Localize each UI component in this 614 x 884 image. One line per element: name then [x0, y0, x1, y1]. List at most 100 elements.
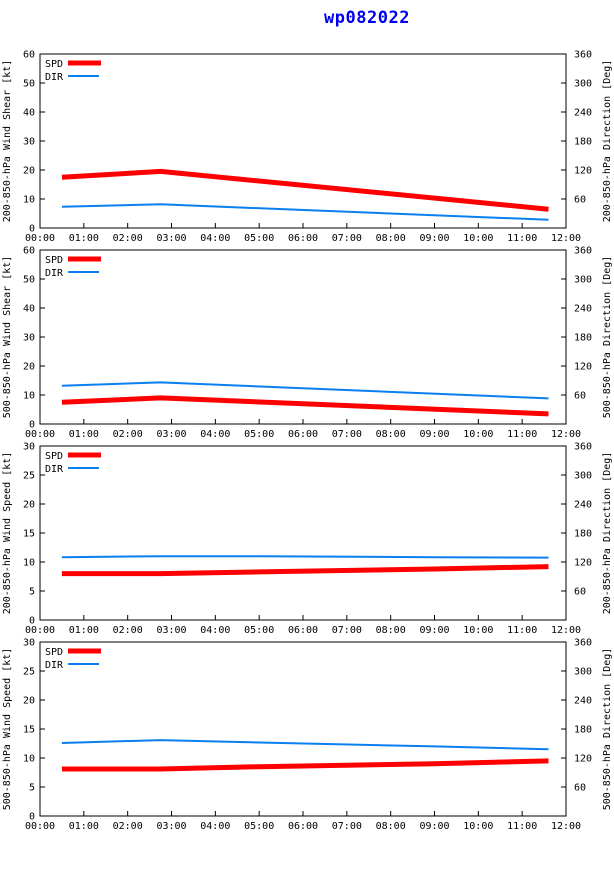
- x-tick-label: 09:00: [419, 625, 449, 636]
- panel-1: 0 10 20 30 40 50 60 60 120 180 240 300 360 00:00 01:00…: [2, 50, 613, 245]
- y-tick-label: 25: [23, 471, 35, 482]
- y2-tick-label: 240: [574, 696, 592, 707]
- spd-series-line: [61, 758, 549, 772]
- y2-tick-label: 60: [574, 391, 586, 402]
- legend-dir-label: DIR: [45, 268, 64, 279]
- y-tick-label: 5: [29, 587, 35, 598]
- y2-axis-label: 500-850-hPa Direction [Deg]: [602, 256, 613, 419]
- x-tick-label: 06:00: [288, 625, 318, 636]
- x-tick-label: 05:00: [244, 429, 274, 440]
- y-tick-label: 15: [23, 725, 35, 736]
- y-tick-label: 50: [23, 79, 35, 90]
- y-tick-label: 0: [29, 616, 35, 627]
- x-tick-label: 00:00: [25, 821, 55, 832]
- y-tick-label: 0: [29, 224, 35, 235]
- x-tick-label: 12:00: [551, 625, 581, 636]
- y-tick-label: 0: [29, 812, 35, 823]
- dir-series-line: [61, 381, 549, 400]
- spd-series-line: [61, 564, 549, 577]
- x-tick-label: 07:00: [332, 429, 362, 440]
- chart-title: wp082022: [324, 8, 410, 28]
- y2-tick-label: 300: [574, 79, 592, 90]
- panel-4: 0 5 10 15 20 25 30 60 120 180 240 300 360 00:00 01:00 0…: [2, 638, 613, 833]
- y-tick-label: 30: [23, 638, 35, 649]
- y2-tick-label: 240: [574, 108, 592, 119]
- y-axis-label: 500-850-hPa Wind Speed [kt]: [2, 648, 13, 811]
- y2-tick-label: 180: [574, 529, 592, 540]
- x-tick-label: 07:00: [332, 233, 362, 244]
- y2-tick-label: 120: [574, 166, 592, 177]
- y2-tick-label: 180: [574, 137, 592, 148]
- x-tick-label: 07:00: [332, 625, 362, 636]
- y2-axis-label: 200-850-hPa Direction [Deg]: [602, 452, 613, 615]
- dir-series-line: [61, 203, 549, 221]
- y2-axis-label: 200-850-hPa Direction [Deg]: [602, 60, 613, 223]
- x-tick-label: 06:00: [288, 233, 318, 244]
- y2-tick-label: 300: [574, 667, 592, 678]
- y-tick-label: 60: [23, 50, 35, 61]
- x-tick-label: 09:00: [419, 821, 449, 832]
- y-tick-label: 40: [23, 108, 35, 119]
- y-tick-label: 10: [23, 558, 35, 569]
- y-tick-label: 60: [23, 246, 35, 257]
- legend-spd-label: SPD: [45, 255, 63, 266]
- x-tick-label: 12:00: [551, 429, 581, 440]
- y-axis-label: 200-850-hPa Wind Shear [kt]: [2, 60, 13, 223]
- x-tick-label: 10:00: [463, 821, 493, 832]
- legend-spd-label: SPD: [45, 59, 63, 70]
- x-tick-label: 00:00: [25, 429, 55, 440]
- y2-tick-label: 360: [574, 638, 592, 649]
- x-tick-label: 00:00: [25, 625, 55, 636]
- y-tick-label: 40: [23, 304, 35, 315]
- x-tick-label: 02:00: [113, 429, 143, 440]
- y-axis-label: 500-850-hPa Wind Shear [kt]: [2, 256, 13, 419]
- y2-tick-label: 120: [574, 362, 592, 373]
- x-tick-label: 03:00: [156, 233, 186, 244]
- y-tick-label: 30: [23, 333, 35, 344]
- x-tick-label: 03:00: [156, 625, 186, 636]
- y-tick-label: 15: [23, 529, 35, 540]
- x-tick-label: 11:00: [507, 625, 537, 636]
- x-tick-label: 01:00: [69, 233, 99, 244]
- y2-tick-label: 180: [574, 333, 592, 344]
- y-tick-label: 30: [23, 137, 35, 148]
- x-tick-label: 12:00: [551, 233, 581, 244]
- x-tick-label: 08:00: [376, 233, 406, 244]
- y2-tick-label: 240: [574, 500, 592, 511]
- plot-frame: [39, 641, 567, 817]
- x-tick-label: 02:00: [113, 233, 143, 244]
- y-tick-label: 20: [23, 500, 35, 511]
- y-tick-label: 5: [29, 783, 35, 794]
- y2-tick-label: 120: [574, 754, 592, 765]
- x-tick-label: 04:00: [200, 429, 230, 440]
- x-tick-label: 11:00: [507, 233, 537, 244]
- x-tick-label: 11:00: [507, 821, 537, 832]
- x-tick-label: 08:00: [376, 429, 406, 440]
- y2-tick-label: 60: [574, 587, 586, 598]
- x-tick-label: 09:00: [419, 429, 449, 440]
- x-tick-label: 02:00: [113, 625, 143, 636]
- y-tick-label: 10: [23, 391, 35, 402]
- spd-series-line: [61, 168, 549, 212]
- x-tick-label: 02:00: [113, 821, 143, 832]
- x-tick-label: 01:00: [69, 429, 99, 440]
- legend-spd-label: SPD: [45, 451, 63, 462]
- x-tick-label: 05:00: [244, 821, 274, 832]
- y2-axis-label: 500-850-hPa Direction [Deg]: [602, 648, 613, 811]
- x-tick-label: 08:00: [376, 821, 406, 832]
- y-tick-label: 0: [29, 420, 35, 431]
- y-tick-label: 20: [23, 166, 35, 177]
- x-tick-label: 00:00: [25, 233, 55, 244]
- x-tick-label: 09:00: [419, 233, 449, 244]
- x-tick-label: 03:00: [156, 429, 186, 440]
- x-tick-label: 01:00: [69, 821, 99, 832]
- y-tick-label: 50: [23, 275, 35, 286]
- y-tick-label: 10: [23, 754, 35, 765]
- x-tick-label: 07:00: [332, 821, 362, 832]
- y-tick-label: 20: [23, 696, 35, 707]
- x-tick-label: 10:00: [463, 233, 493, 244]
- y2-tick-label: 360: [574, 246, 592, 257]
- panel-3: 0 5 10 15 20 25 30 60 120 180 240 300 360 00:00 01:00 0…: [2, 442, 613, 637]
- y-tick-label: 20: [23, 362, 35, 373]
- y2-tick-label: 240: [574, 304, 592, 315]
